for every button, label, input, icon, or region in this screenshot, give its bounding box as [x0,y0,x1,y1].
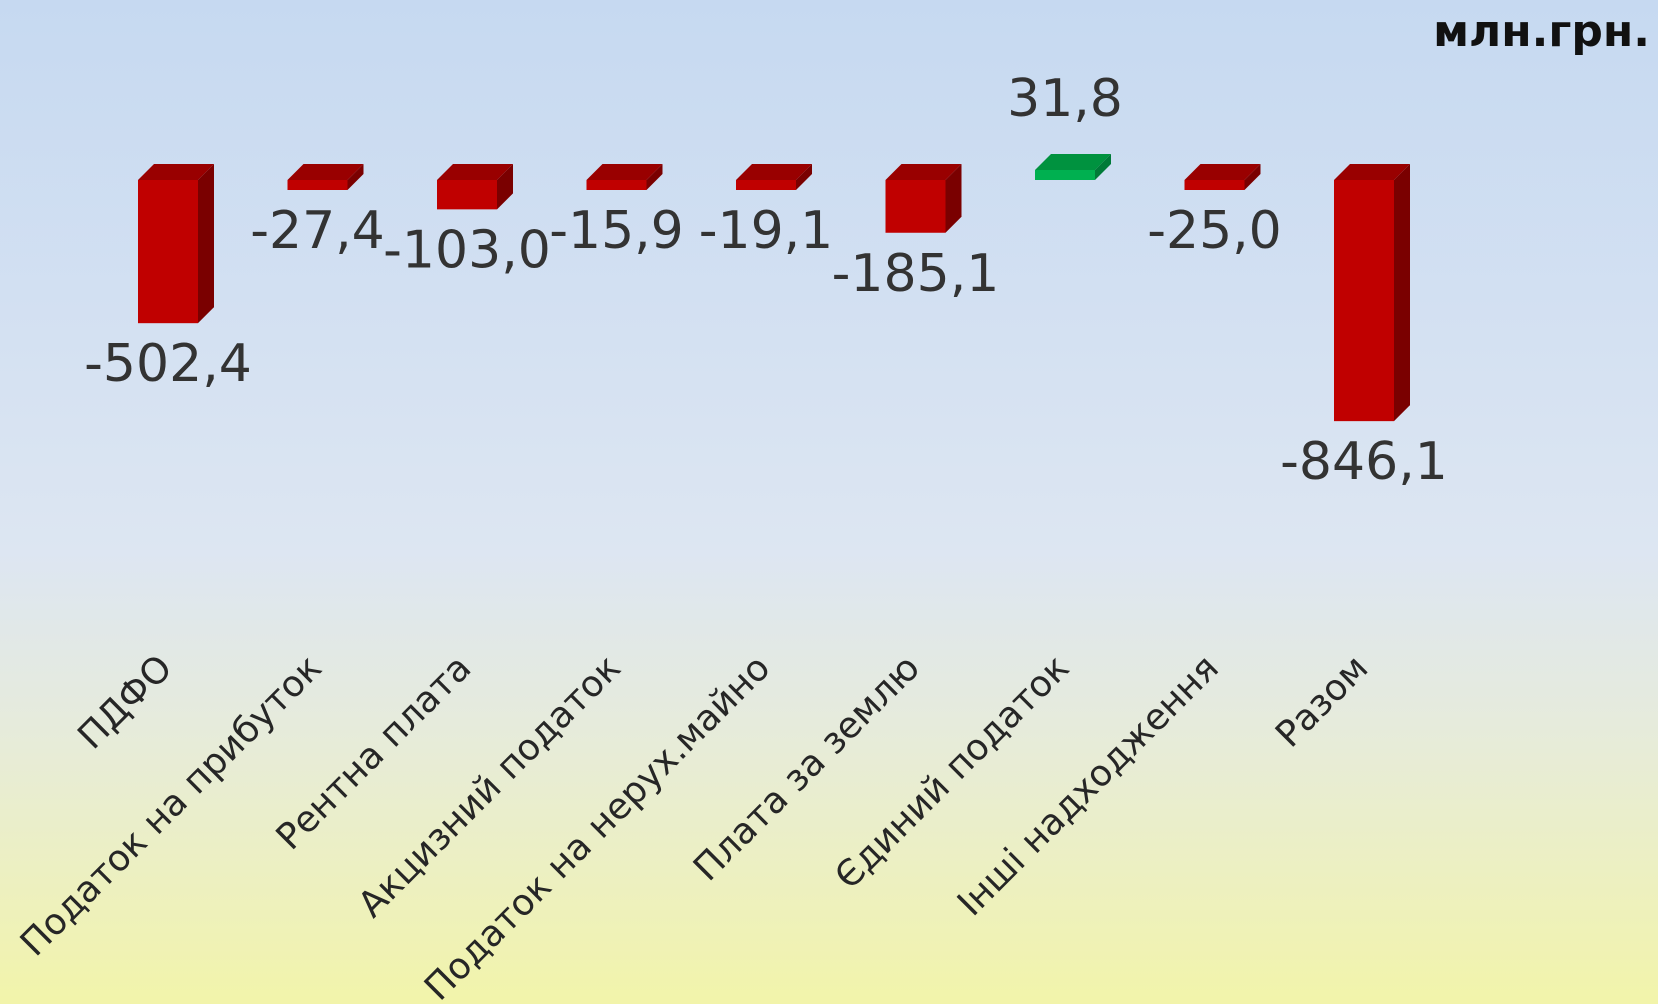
value-label: -846,1 [1280,432,1448,492]
bar-side-face [1394,164,1410,422]
bar-7 [1035,154,1111,180]
value-label: -27,4 [250,201,385,261]
bar-front-face [138,180,198,324]
value-label: -502,4 [84,334,252,394]
value-label: -25,0 [1147,201,1282,261]
bar-4 [586,164,663,190]
category-label: Разом [1268,647,1376,755]
bar-top-face [1184,164,1261,180]
bar-top-face [885,164,962,180]
bar-1 [138,164,214,324]
bar-top-face [1035,154,1111,170]
value-label: -19,1 [699,201,834,261]
bar-side-face [347,164,364,190]
bar-front-face [736,180,796,190]
category-label: Акцизний податок [351,647,629,925]
value-label: -103,0 [383,220,551,280]
bar-side-face [796,164,812,190]
bar-top-face [437,164,513,180]
category-label: Інші надходження [950,647,1227,924]
value-label: 31,8 [1007,69,1123,129]
bar-5 [736,164,812,190]
bar-side-face [1244,164,1261,190]
bar-side-face [646,164,663,190]
bar-2 [287,164,364,190]
bar-side-face [198,164,214,324]
bar-side-face [497,164,513,210]
value-label: -185,1 [832,244,1000,304]
unit-label: млн.грн. [1433,6,1650,57]
bar-front-face [1184,180,1245,190]
bar-front-face [1334,180,1394,422]
bar-top-face [1334,164,1410,180]
bar-top-face [287,164,364,180]
bar-top-face [736,164,812,180]
bar-3 [437,164,513,210]
bar-top-face [138,164,214,180]
bar-6 [885,164,962,233]
bar-front-face [287,180,348,190]
bar-8 [1184,164,1261,190]
bar-top-face [586,164,663,180]
bar-front-face [586,180,647,190]
bar-side-face [945,164,962,233]
bar-9 [1334,164,1410,422]
bar-front-face [1035,170,1095,180]
bar-front-face [437,180,497,210]
bar-front-face [885,180,946,233]
bar-side-face [1095,154,1111,180]
category-label: ПДФО [70,647,180,757]
value-label: -15,9 [549,201,684,261]
category-label: Податок на прибуток [13,647,330,964]
